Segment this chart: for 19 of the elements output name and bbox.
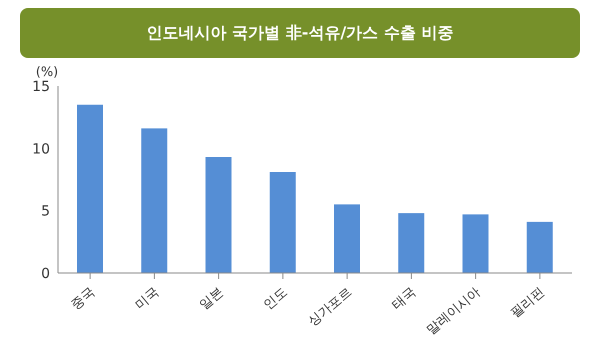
y-tick-label: 5 <box>41 204 50 220</box>
x-tick-label: 중국 <box>68 284 98 313</box>
bar <box>270 172 296 273</box>
bar <box>462 214 488 273</box>
bar <box>334 204 360 273</box>
bar <box>398 213 424 273</box>
bar <box>206 157 232 273</box>
y-tick-label: 0 <box>41 266 50 282</box>
x-tick-label: 태국 <box>390 284 420 313</box>
x-tick-label: 미국 <box>132 284 162 313</box>
chart-title: 인도네시아 국가별 非-석유/가스 수출 비중 <box>20 8 580 58</box>
bar <box>141 128 168 273</box>
x-tick-label: 일본 <box>196 284 226 313</box>
y-axis-title: (%) <box>36 65 58 80</box>
y-tick-label: 10 <box>32 141 50 158</box>
bar <box>77 104 103 273</box>
bar <box>526 222 553 273</box>
x-tick-label: 인도 <box>261 284 291 313</box>
y-tick-label: 15 <box>32 78 50 95</box>
